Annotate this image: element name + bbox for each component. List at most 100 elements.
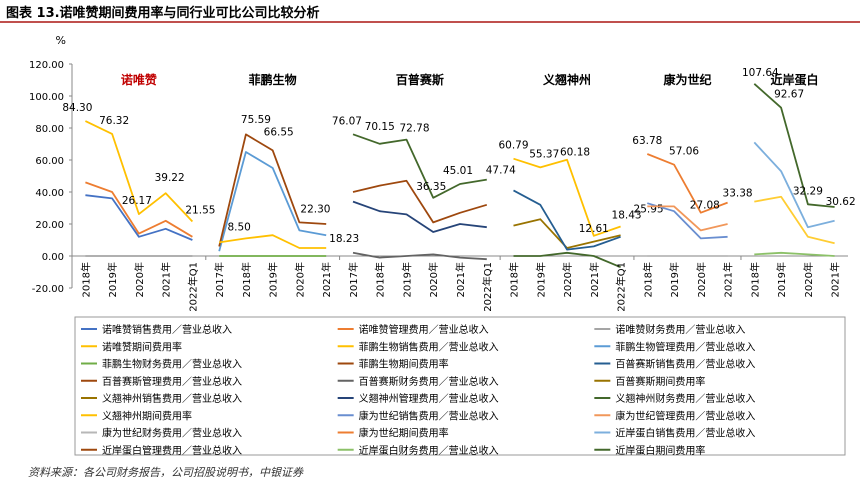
data-label: 18.23 [329,233,359,245]
series-line [85,120,194,223]
legend-item: 百普赛斯期间费用率 [594,375,705,388]
legend-label: 康为世纪销售费用／营业总收入 [359,409,499,422]
series-line [352,133,487,199]
legend-item: 诺唯赞期间费用率 [81,340,182,353]
series-line [352,251,487,261]
data-label: 84.30 [62,102,92,114]
legend-item: 义翘神州财务费用／营业总收入 [594,392,755,405]
y-tick-label: 40.00 [35,188,64,199]
x-tick-label: 2018年 [79,262,92,297]
x-tick-label: 2017年 [347,262,360,297]
data-label: 107.64 [742,67,779,79]
legend-label: 菲鹏生物期间费用率 [359,358,449,371]
data-label: 21.55 [185,205,215,217]
legend-item: 康为世纪管理费用／营业总收入 [594,409,755,422]
data-label: 63.78 [632,135,662,147]
x-tick-label: 2020年 [427,262,440,297]
series-line [85,181,193,238]
x-tick-label: 2021年 [320,262,333,297]
legend-item: 菲鹏生物销售费用／营业总收入 [337,340,499,353]
data-label: 36.35 [416,181,446,193]
x-tick-label: 2020年 [293,262,306,297]
legend-item: 诺唯赞财务费用／营业总收入 [594,323,745,336]
y-tick-label: 80.00 [35,124,64,135]
x-tick-label: 2020年 [561,262,574,297]
source-note: 资料来源：各公司财务报告，公司招股说明书，中银证券 [28,466,303,479]
series-line [753,141,835,229]
y-tick-label: 100.00 [29,92,64,103]
legend-item: 百普赛斯财务费用／营业总收入 [337,375,499,388]
company-name: 近岸蛋白 [770,72,818,87]
data-label: 30.62 [826,196,856,208]
data-label: 26.17 [122,195,152,207]
x-tick-label: 2021年 [454,262,467,297]
legend-item: 义翘神州期间费用率 [81,409,192,422]
series-line [219,234,327,249]
legend-label: 百普赛斯管理费用／营业总收入 [102,375,242,388]
data-label: 33.38 [723,188,753,200]
legend-label: 康为世纪期间费用率 [359,427,449,440]
x-tick-label: 2019年 [401,262,414,297]
x-tick-label: 2022年Q1 [186,262,199,312]
legend-item: 菲鹏生物管理费用／营业总收入 [594,340,755,353]
legend-label: 义翘神州管理费用／营业总收入 [359,392,499,405]
company-name: 菲鹏生物 [249,72,297,87]
y-unit-label: % [56,34,66,47]
data-label: 76.32 [99,115,129,127]
legend-item: 诺唯赞管理费用／营业总收入 [337,323,489,336]
legend-label: 菲鹏生物管理费用／营业总收入 [615,340,755,353]
company-name: 诺唯赞 [121,72,157,87]
legend-item: 百普赛斯管理费用／营业总收入 [81,375,242,388]
x-tick-label: 2019年 [106,262,119,297]
data-label: 55.37 [529,148,559,160]
series-line [352,200,487,233]
data-label: 8.50 [227,221,250,233]
series-line [218,151,327,252]
data-label: 12.61 [579,223,609,235]
legend-label: 百普赛斯销售费用／营业总收入 [615,358,755,371]
data-label: 45.01 [443,165,473,177]
legend-item: 康为世纪期间费用率 [337,427,449,440]
x-tick-label: 2017年 [213,262,226,297]
data-label: 27.08 [690,200,720,212]
data-label: 70.15 [365,121,395,133]
series-line [513,189,621,251]
company-name: 义翘神州 [542,72,591,87]
legend-label: 菲鹏生物财务费用／营业总收入 [102,358,242,371]
x-tick-label: 2020年 [133,262,146,297]
series-line [646,153,728,214]
x-tick-label: 2018年 [641,262,654,297]
y-tick-label: 60.00 [35,156,64,167]
series-line [754,251,835,257]
y-tick-label: 0.00 [42,252,64,263]
series-line [754,195,835,245]
data-label: 72.78 [399,123,429,135]
data-label: 47.74 [486,165,516,177]
data-label: 75.59 [241,114,271,126]
figure-title: 图表 13.诺唯赞期间费用率与同行业可比公司比较分析 [6,6,320,21]
legend-item: 近岸蛋白财务费用／营业总收入 [337,444,499,457]
legend-item: 近岸蛋白销售费用／营业总收入 [594,427,755,440]
title-rule [0,21,860,23]
legend-label: 百普赛斯期间费用率 [615,375,705,388]
x-tick-label: 2021年 [160,262,173,297]
series-line [513,157,621,237]
legend-item: 义翘神州管理费用／营业总收入 [337,392,499,405]
legend-label: 义翘神州财务费用／营业总收入 [615,392,755,405]
legend-box [74,316,846,456]
x-tick-label: 2020年 [695,262,708,297]
legend-item: 康为世纪销售费用／营业总收入 [337,409,499,422]
x-tick-label: 2021年 [829,262,842,297]
y-tick-label: 20.00 [35,220,64,231]
x-tick-label: 2021年 [588,262,601,297]
series-line [218,133,327,247]
series-line [753,83,835,208]
company-name: 康为世纪 [663,72,711,87]
series-line [352,179,488,224]
x-tick-label: 2021年 [722,262,735,297]
legend-label: 康为世纪管理费用／营业总收入 [615,409,755,422]
series-line [647,205,728,232]
